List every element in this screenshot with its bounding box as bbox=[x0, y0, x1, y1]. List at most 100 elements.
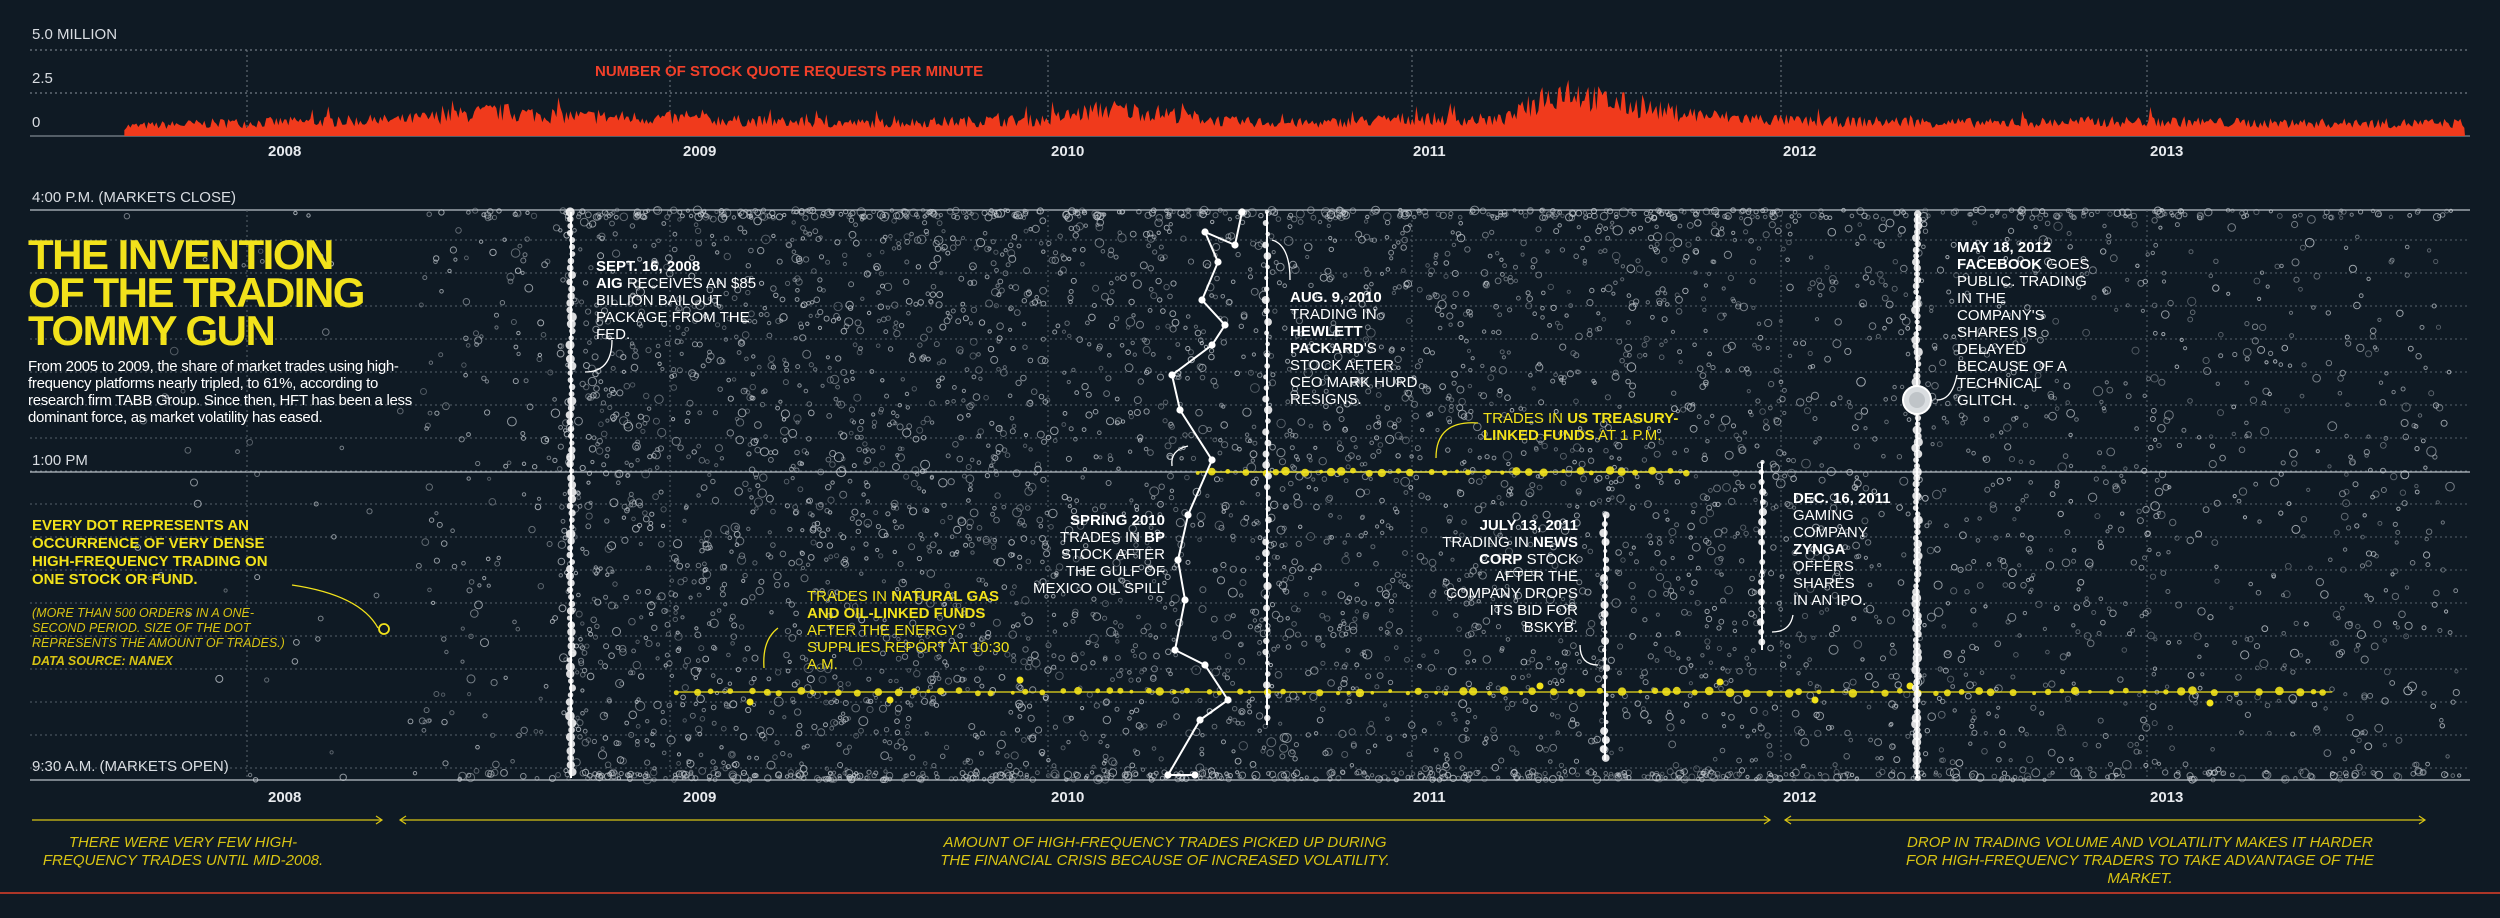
trade-dot bbox=[1375, 392, 1382, 398]
trade-dot bbox=[2396, 309, 2404, 317]
trade-dot bbox=[1068, 225, 1074, 231]
trade-dot bbox=[2391, 592, 2400, 601]
trade-dot bbox=[1490, 366, 1496, 372]
trade-dot bbox=[1266, 749, 1274, 757]
trade-dot bbox=[643, 392, 650, 400]
trade-dot bbox=[632, 442, 641, 451]
trade-dot bbox=[1142, 667, 1147, 672]
trade-dot bbox=[488, 498, 497, 506]
trade-dot bbox=[2203, 367, 2212, 375]
trade-dot bbox=[1416, 552, 1425, 561]
trade-dot bbox=[2003, 256, 2009, 261]
trade-dot bbox=[1221, 441, 1229, 449]
trade-dot bbox=[1132, 279, 1142, 289]
trade-dot bbox=[1283, 236, 1294, 246]
trade-dot bbox=[1449, 397, 1455, 403]
trade-dot bbox=[965, 687, 970, 692]
trade-dot bbox=[1803, 662, 1809, 668]
trade-dot bbox=[987, 466, 995, 473]
trade-dot bbox=[1066, 739, 1071, 745]
trade-dot bbox=[1340, 769, 1346, 775]
trade-dot bbox=[1971, 729, 1978, 736]
trade-dot bbox=[1691, 579, 1698, 586]
trade-dot bbox=[2174, 364, 2180, 370]
trade-dot bbox=[925, 291, 931, 297]
trade-dot bbox=[1642, 679, 1649, 686]
trade-dot bbox=[753, 475, 759, 480]
trade-dot bbox=[919, 638, 925, 645]
trade-dot bbox=[293, 210, 298, 216]
trade-dot bbox=[2421, 690, 2427, 696]
trade-dot bbox=[449, 710, 455, 716]
trade-dot bbox=[737, 339, 746, 347]
trade-dot bbox=[1886, 616, 1896, 625]
trade-dot bbox=[1648, 589, 1657, 598]
trade-dot bbox=[2278, 471, 2284, 477]
trade-dot bbox=[770, 508, 776, 515]
trade-dot bbox=[2045, 649, 2050, 655]
trade-dot bbox=[1578, 460, 1586, 468]
trade-dot bbox=[607, 771, 613, 777]
trade-dot bbox=[1701, 713, 1709, 720]
trade-dot bbox=[1336, 206, 1343, 214]
trade-dot bbox=[604, 761, 612, 769]
trade-dot bbox=[2149, 416, 2156, 422]
trade-dot bbox=[723, 290, 729, 297]
trade-dot bbox=[1691, 502, 1698, 509]
trade-dot bbox=[1522, 213, 1529, 219]
trade-dot bbox=[2136, 508, 2142, 514]
trade-dot bbox=[880, 378, 885, 383]
trade-dot bbox=[660, 366, 665, 372]
trade-dot bbox=[2095, 209, 2100, 214]
trade-dot bbox=[1231, 749, 1236, 754]
trade-dot bbox=[1426, 387, 1431, 393]
trade-dot bbox=[1026, 636, 1031, 641]
trade-dot bbox=[1358, 235, 1366, 244]
trade-dot bbox=[455, 227, 462, 234]
trade-dot bbox=[713, 765, 718, 771]
trade-dot bbox=[2084, 558, 2094, 568]
trade-dot bbox=[990, 355, 999, 364]
trade-dot bbox=[2399, 489, 2407, 496]
trade-dot bbox=[1168, 494, 1175, 501]
trade-dot bbox=[613, 411, 620, 418]
trade-dot bbox=[590, 616, 598, 624]
trade-dot bbox=[698, 752, 704, 758]
trade-dot bbox=[1421, 728, 1427, 734]
trade-dot bbox=[2344, 433, 2349, 439]
trade-dot bbox=[1670, 213, 1678, 222]
trade-dot bbox=[1897, 579, 1905, 586]
trade-dot bbox=[1199, 746, 1205, 752]
trade-dot bbox=[1319, 612, 1325, 619]
trade-dot bbox=[1306, 532, 1316, 541]
trade-dot bbox=[849, 369, 855, 375]
trade-dot bbox=[1771, 704, 1779, 711]
trade-dot bbox=[1547, 680, 1553, 686]
trade-dot bbox=[1467, 771, 1473, 777]
trade-dot bbox=[1787, 468, 1796, 478]
trade-dot bbox=[1000, 252, 1005, 257]
trade-dot bbox=[695, 658, 701, 663]
trade-dot bbox=[1514, 591, 1523, 600]
trade-dot bbox=[1755, 215, 1760, 220]
trade-dot bbox=[514, 267, 522, 274]
trade-dot bbox=[1345, 464, 1351, 470]
trade-dot bbox=[1034, 580, 1040, 587]
trade-dot bbox=[507, 416, 517, 427]
trade-dot bbox=[2039, 362, 2045, 369]
trade-dot bbox=[1394, 355, 1402, 363]
trade-dot bbox=[2200, 672, 2205, 677]
trade-dot bbox=[803, 388, 809, 394]
trade-dot bbox=[331, 534, 337, 540]
trade-dot bbox=[935, 301, 943, 309]
trade-dot bbox=[755, 586, 764, 596]
trade-dot bbox=[853, 222, 858, 228]
trade-dot bbox=[989, 420, 995, 426]
trade-dot bbox=[1081, 382, 1089, 391]
trade-dot bbox=[828, 777, 835, 783]
trade-dot bbox=[1576, 556, 1583, 563]
trade-dot bbox=[1873, 213, 1879, 220]
trade-dot bbox=[1255, 520, 1261, 526]
trade-dot bbox=[1405, 584, 1411, 590]
trade-dot bbox=[1725, 368, 1731, 373]
